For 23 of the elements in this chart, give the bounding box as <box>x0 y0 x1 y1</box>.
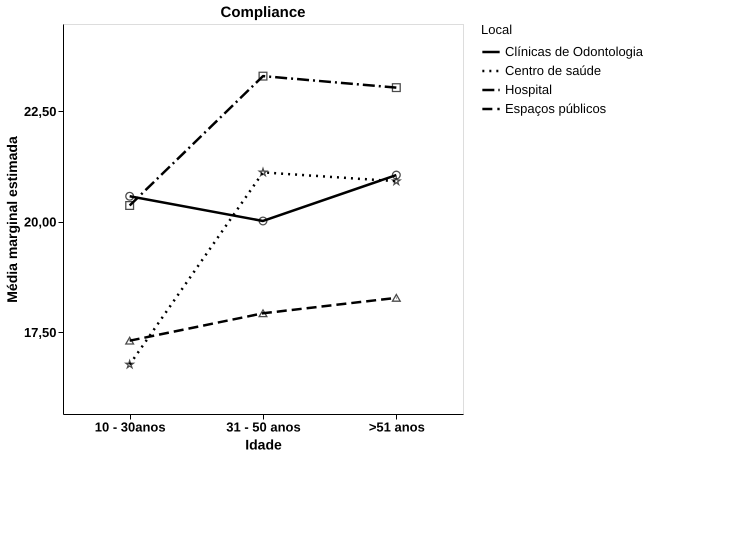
legend-title: Local <box>481 22 512 37</box>
x-tick-label: 10 - 30anos <box>94 420 166 434</box>
x-axis-title: Idade <box>245 436 282 452</box>
legend-label: Espaços públicos <box>505 101 607 116</box>
point <box>392 83 401 92</box>
point <box>125 192 134 201</box>
point <box>125 336 134 345</box>
y-tick-label: 20,00 <box>24 214 56 230</box>
point <box>258 309 268 318</box>
y-axis-title: Média marginal estimada <box>4 136 20 303</box>
x-tick-label: 31 - 50 anos <box>226 420 301 434</box>
point <box>392 294 401 302</box>
y-tick-label: 22,50 <box>24 104 56 119</box>
point <box>392 170 401 180</box>
legend-label: Centro de saúde <box>505 63 602 78</box>
legend-label: Hospital <box>505 82 552 97</box>
y-tick-label: 17,50 <box>24 324 56 340</box>
chart-title: Compliance <box>220 4 306 21</box>
x-tick-label: >51 anos <box>368 420 425 434</box>
legend-label: Clínicas de Odontologia <box>505 44 644 59</box>
point <box>258 216 268 226</box>
point <box>258 72 268 81</box>
point <box>125 201 134 210</box>
